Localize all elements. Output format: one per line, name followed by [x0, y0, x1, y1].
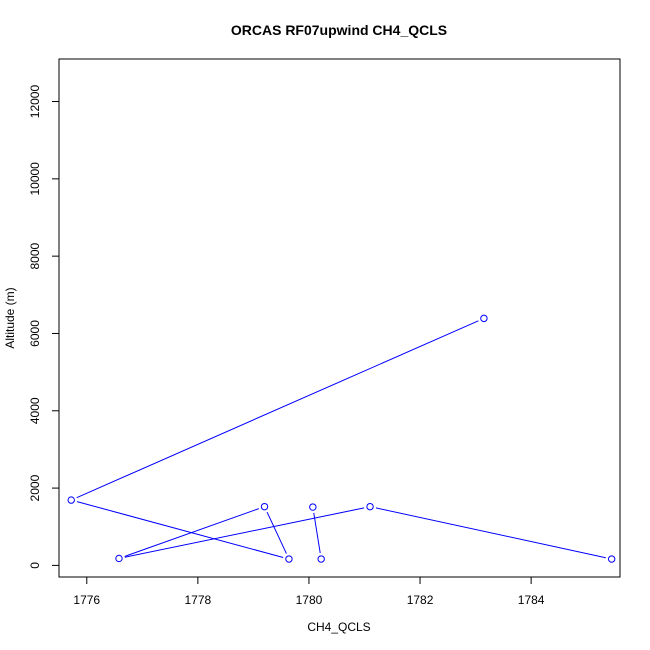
y-tick-label: 8000 [28, 242, 42, 269]
y-tick-label: 10000 [28, 162, 42, 196]
data-point [607, 555, 616, 563]
data-point [260, 502, 269, 511]
x-tick-label: 1778 [185, 593, 212, 607]
x-axis-label: CH4_QCLS [307, 620, 370, 634]
y-tick-label: 4000 [28, 397, 42, 424]
chart-title: ORCAS RF07upwind CH4_QCLS [231, 22, 447, 38]
series-segment [375, 507, 606, 559]
y-axis: 0 2000 4000 6000 8000 10000 12000 [28, 85, 59, 569]
data-point [309, 503, 317, 511]
data-point [366, 502, 374, 511]
series-layer [67, 314, 616, 563]
y-axis-label: Altitude (m) [3, 287, 17, 348]
series-segment [76, 501, 284, 558]
y-tick-label: 0 [28, 562, 42, 569]
x-tick-label: 1782 [407, 593, 434, 607]
y-tick-label: 6000 [28, 320, 42, 347]
data-point [480, 314, 488, 323]
series-segment [124, 508, 260, 557]
series-segment [124, 507, 365, 558]
series-segment [266, 511, 287, 554]
data-point [67, 496, 75, 504]
data-point [115, 554, 123, 563]
y-tick-label: 2000 [28, 474, 42, 501]
data-point [285, 555, 293, 563]
y-tick-label: 12000 [28, 85, 42, 119]
x-tick-label: 1776 [73, 593, 100, 607]
x-axis: 1776 1778 1780 1782 1784 [73, 577, 545, 607]
x-tick-label: 1780 [296, 593, 323, 607]
series-segment [76, 320, 479, 499]
x-tick-label: 1784 [518, 593, 545, 607]
series-segment [313, 512, 321, 554]
data-point [317, 555, 325, 563]
plot-frame [58, 58, 621, 578]
